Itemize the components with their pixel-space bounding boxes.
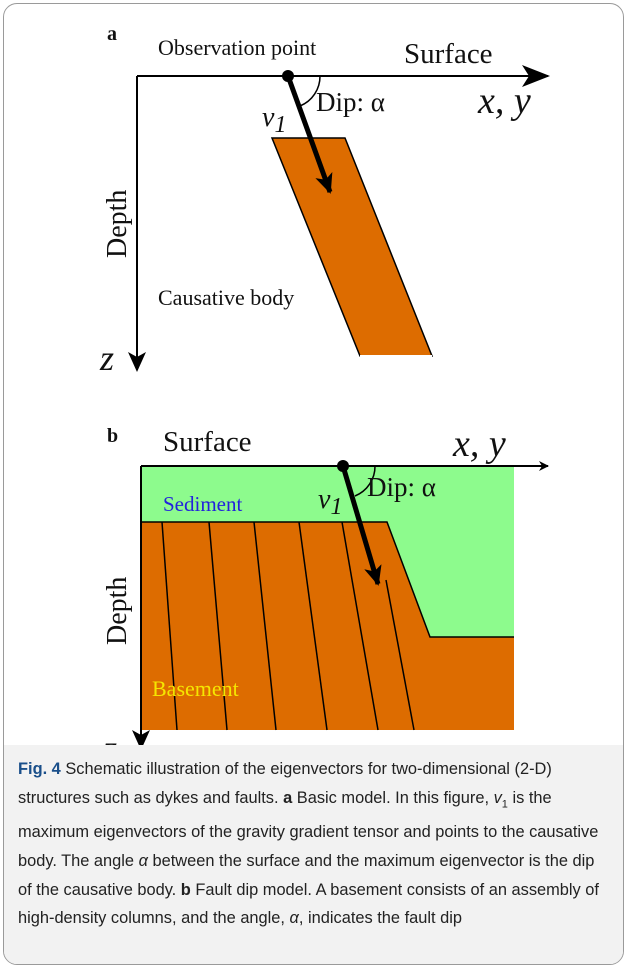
vector-subscript: 1 <box>274 112 286 138</box>
vector-label: v1 <box>262 102 286 138</box>
caption-symbol: α <box>290 909 299 927</box>
observation-label: Observation point <box>158 35 316 60</box>
caption-part-label: a <box>283 789 292 807</box>
observation-dot <box>282 70 294 82</box>
caption-symbol: α <box>139 852 148 870</box>
caption-symbol: v <box>494 789 502 807</box>
vector-symbol: v <box>262 102 275 133</box>
caption-text: Basic model. In this figure, <box>292 789 493 807</box>
axis-z-label: z <box>99 338 114 378</box>
vector-subscript: 1 <box>330 494 342 520</box>
caption: Fig. 4 Schematic illustration of the eig… <box>4 745 623 964</box>
vector-symbol: v <box>318 484 331 515</box>
causative-body <box>272 138 432 356</box>
axis-xy-label: x, y <box>477 80 531 122</box>
body-label: Causative body <box>158 285 294 310</box>
basement-label: Basement <box>152 676 239 701</box>
panel-label: b <box>107 425 118 447</box>
axis-xy-label: x, y <box>452 423 506 465</box>
caption-part-label: b <box>181 881 191 899</box>
depth-label: Depth <box>102 190 133 258</box>
caption-label: Fig. 4 <box>18 760 61 778</box>
observation-dot <box>337 460 349 472</box>
depth-label: Depth <box>102 577 133 645</box>
surface-label: Surface <box>404 38 493 70</box>
surface-label: Surface <box>163 426 252 458</box>
dip-label: Dip: α <box>367 472 436 502</box>
page: {"panel_a": {"label": "a", "observation_… <box>0 0 629 970</box>
diagram: a Observation point Surface x, y v1 Dip:… <box>0 0 629 745</box>
panel-b: b Surface x, y Sediment v1 Dip: α Depth … <box>102 423 548 745</box>
panel-a: a Observation point Surface x, y v1 Dip:… <box>99 23 548 378</box>
caption-text: , indicates the fault dip <box>299 909 462 927</box>
axis-z-label: z <box>102 728 117 745</box>
sediment-label: Sediment <box>163 492 242 516</box>
dip-label: Dip: α <box>316 87 385 117</box>
panel-label: a <box>107 23 117 45</box>
